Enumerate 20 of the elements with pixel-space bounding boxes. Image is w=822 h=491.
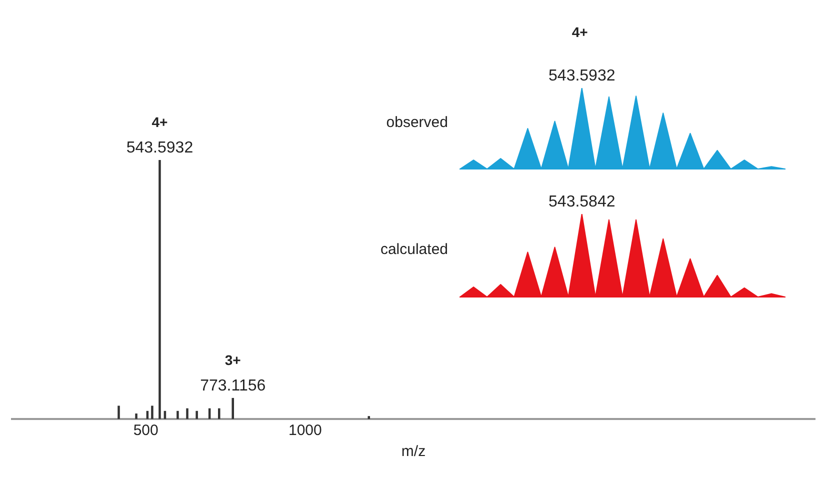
bar (151, 406, 154, 419)
bar (176, 410, 179, 419)
x-axis-title: m/z (401, 443, 426, 460)
bar (368, 416, 370, 419)
text: 543.5932 (548, 67, 616, 84)
bar (232, 398, 234, 419)
bar (135, 413, 138, 419)
bar (186, 408, 188, 419)
chart-title: 4+ (572, 24, 588, 40)
annotation: 3+ 773.1156 (200, 352, 266, 395)
text: observed (386, 114, 448, 132)
bar (196, 410, 198, 419)
x-tick-label: 1000 (288, 422, 322, 440)
x-tick-label: 500 (133, 422, 158, 440)
bar (158, 160, 161, 419)
bar (118, 406, 120, 419)
annotation: 4+ 543.5932 (126, 114, 194, 156)
annotation: 543.5842 (548, 193, 616, 210)
text: calculated (380, 241, 448, 258)
bar (218, 408, 220, 419)
